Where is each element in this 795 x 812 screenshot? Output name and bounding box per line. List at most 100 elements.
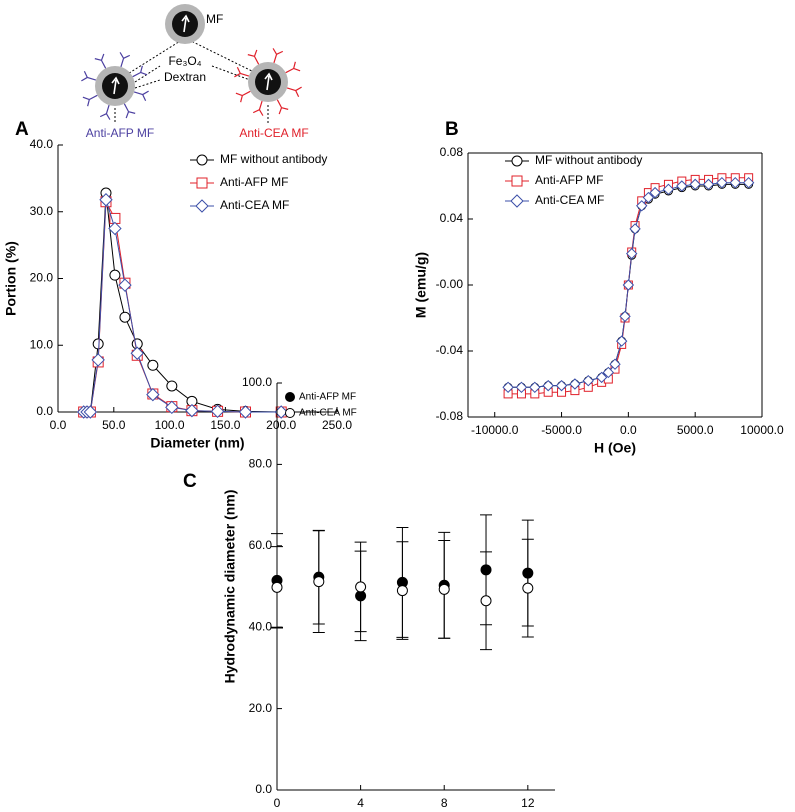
legend-label: Anti-AFP MF (220, 175, 288, 189)
legend-marker (510, 194, 524, 208)
y-axis-title: M (emu/g) (413, 252, 429, 318)
antibody (99, 104, 111, 120)
y-tick-label: -0.00 (436, 277, 464, 291)
y-tick-label: 0.04 (440, 211, 464, 225)
marker (636, 200, 648, 212)
antibody (81, 70, 97, 82)
marker (569, 378, 581, 390)
y-tick-label: 30.0 (30, 204, 54, 218)
connector (211, 65, 251, 81)
marker (702, 178, 715, 191)
y-tick-label: 40.0 (249, 619, 273, 633)
marker (662, 183, 675, 196)
legend-marker (195, 199, 209, 213)
y-tick-label: 100.0 (242, 375, 272, 389)
x-tick-label: -5000.0 (541, 423, 582, 437)
chart: 0.0 50.0 100.0 150.0 200.0 250.0 0.0 10.0 20.0 30… (3, 119, 353, 451)
connector (134, 79, 161, 89)
x-tick-label: -10000.0 (471, 423, 519, 437)
antibody (119, 52, 131, 68)
x-tick-label: 100.0 (155, 418, 185, 432)
marker (529, 381, 541, 394)
marker (649, 186, 661, 199)
marker (396, 585, 408, 597)
legend-label: Anti-CEA MF (299, 408, 357, 419)
marker (108, 221, 122, 236)
marker (92, 338, 104, 350)
antibody (94, 53, 107, 69)
marker (99, 193, 113, 207)
marker (438, 583, 450, 595)
x-axis-title: Diameter (nm) (150, 435, 244, 451)
marker (210, 404, 225, 419)
y-tick-label: 10.0 (30, 337, 54, 351)
marker (119, 311, 131, 323)
marker (147, 359, 159, 371)
anti-cea-label: Anti-CEA MF (239, 126, 308, 140)
x-tick-label: 150.0 (210, 418, 240, 432)
legend-marker (511, 175, 523, 187)
legend-label: Anti-CEA MF (535, 193, 604, 207)
marker (522, 582, 534, 594)
mf-label: MF (206, 12, 223, 26)
legend-marker (285, 408, 295, 418)
marker (555, 379, 568, 392)
moment-arrow (181, 14, 190, 33)
marker (118, 278, 132, 292)
marker (615, 335, 628, 347)
y-tick-label: 20.0 (249, 701, 273, 715)
antibody (272, 48, 284, 64)
legend-label: MF without antibody (535, 153, 642, 167)
y-tick-label: -0.04 (436, 343, 464, 357)
marker (595, 371, 608, 384)
antibody (252, 100, 264, 116)
diagram: MF Fe₃O₄ Dextran Anti-AFP MF Anti-CEA MF (81, 4, 309, 140)
antibody (235, 90, 251, 103)
marker (313, 576, 325, 588)
marker (271, 581, 283, 593)
x-tick-label: 8 (441, 796, 448, 810)
marker (689, 178, 701, 191)
marker (625, 247, 638, 260)
y-tick-label: 20.0 (30, 271, 54, 285)
shell-label: Dextran (164, 70, 206, 84)
marker (676, 180, 688, 192)
y-tick-label: 40.0 (30, 137, 54, 151)
marker (502, 381, 514, 394)
legend-marker (196, 154, 208, 166)
marker (83, 405, 98, 419)
marker (582, 374, 594, 387)
marker (185, 403, 199, 418)
x-tick-label: 0.0 (620, 423, 637, 437)
moment-arrow (264, 72, 273, 91)
y-tick-label: 60.0 (249, 538, 273, 552)
x-tick-label: 50.0 (102, 418, 126, 432)
legend-marker (511, 155, 523, 167)
marker (642, 191, 655, 204)
core-label: Fe₃O₄ (168, 54, 201, 68)
antibody (234, 66, 250, 78)
marker (165, 400, 179, 415)
anti-afp-label: Anti-AFP MF (86, 126, 154, 140)
antibody (82, 94, 98, 107)
chart: -10000.0 -5000.0 0.0 5000.0 10000.0 -0.08 -0.0… (413, 119, 784, 456)
marker (480, 595, 492, 607)
x-tick-label: 12 (521, 796, 535, 810)
y-tick-label: 0.0 (255, 782, 272, 796)
legend-label: Anti-AFP MF (299, 392, 356, 403)
marker (166, 380, 178, 392)
legend-label: MF without antibody (220, 152, 327, 166)
marker (602, 366, 615, 379)
marker (609, 358, 621, 370)
panel-label: A (15, 119, 29, 140)
x-axis-title: H (Oe) (594, 440, 636, 456)
marker (91, 353, 105, 367)
marker (130, 346, 144, 360)
x-tick-label: 5000.0 (677, 423, 714, 437)
x-tick-label: 200.0 (266, 418, 296, 432)
marker (629, 223, 641, 235)
marker (109, 269, 121, 281)
antibody (247, 49, 260, 65)
